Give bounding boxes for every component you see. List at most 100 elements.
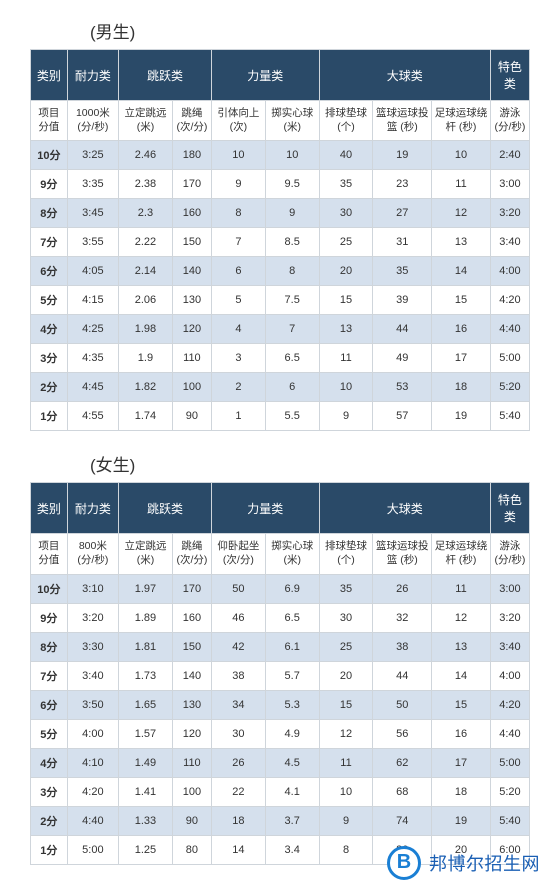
value-cell: 30 bbox=[319, 199, 373, 228]
value-cell: 11 bbox=[319, 344, 373, 373]
value-cell: 3:00 bbox=[490, 170, 529, 199]
value-cell: 4 bbox=[211, 315, 265, 344]
value-cell: 3:30 bbox=[67, 632, 118, 661]
value-cell: 15 bbox=[319, 690, 373, 719]
table-row: 7分3:552.2215078.52531133:40 bbox=[31, 228, 530, 257]
cat-strength: 力量类 bbox=[211, 483, 319, 534]
value-cell: 9 bbox=[319, 402, 373, 431]
value-cell: 4.9 bbox=[265, 719, 319, 748]
value-cell: 140 bbox=[172, 661, 211, 690]
table-row: 4分4:251.98120471344164:40 bbox=[31, 315, 530, 344]
sub-ball2: 篮球运球投篮 (秒) bbox=[373, 534, 432, 574]
value-cell: 49 bbox=[373, 344, 432, 373]
value-cell: 15 bbox=[319, 286, 373, 315]
value-cell: 6 bbox=[265, 373, 319, 402]
value-cell: 19 bbox=[432, 806, 491, 835]
score-cell: 2分 bbox=[31, 373, 68, 402]
value-cell: 1.25 bbox=[119, 835, 173, 864]
table-row: 3分4:201.41100224.11068185:20 bbox=[31, 777, 530, 806]
value-cell: 120 bbox=[172, 315, 211, 344]
value-cell: 4:05 bbox=[67, 257, 118, 286]
value-cell: 18 bbox=[432, 777, 491, 806]
value-cell: 2:40 bbox=[490, 141, 529, 170]
value-cell: 11 bbox=[432, 170, 491, 199]
sub-ball2: 篮球运球投篮 (秒) bbox=[373, 101, 432, 141]
value-cell: 26 bbox=[373, 574, 432, 603]
value-cell: 32 bbox=[373, 603, 432, 632]
value-cell: 13 bbox=[319, 315, 373, 344]
value-cell: 5.7 bbox=[265, 661, 319, 690]
value-cell: 1.98 bbox=[119, 315, 173, 344]
value-cell: 6.5 bbox=[265, 603, 319, 632]
value-cell: 1 bbox=[211, 402, 265, 431]
value-cell: 10 bbox=[211, 141, 265, 170]
score-cell: 4分 bbox=[31, 748, 68, 777]
value-cell: 8 bbox=[265, 257, 319, 286]
value-cell: 5:20 bbox=[490, 777, 529, 806]
table-row: 6分4:052.14140682035144:00 bbox=[31, 257, 530, 286]
value-cell: 6.5 bbox=[265, 344, 319, 373]
value-cell: 1.57 bbox=[119, 719, 173, 748]
female-table-title: (女生) bbox=[90, 451, 530, 476]
watermark-text: 邦博尔招生网 bbox=[429, 850, 540, 876]
value-cell: 1.49 bbox=[119, 748, 173, 777]
value-cell: 4:35 bbox=[67, 344, 118, 373]
value-cell: 44 bbox=[373, 661, 432, 690]
score-cell: 7分 bbox=[31, 661, 68, 690]
value-cell: 3:20 bbox=[490, 603, 529, 632]
value-cell: 1.81 bbox=[119, 632, 173, 661]
value-cell: 3:20 bbox=[490, 199, 529, 228]
category-header-row: 类别 耐力类 跳跃类 力量类 大球类 特色类 bbox=[31, 483, 530, 534]
value-cell: 3:40 bbox=[67, 661, 118, 690]
value-cell: 3:45 bbox=[67, 199, 118, 228]
table-row: 6分3:501.65130345.31550154:20 bbox=[31, 690, 530, 719]
sub-score: 项目 分值 bbox=[31, 101, 68, 141]
value-cell: 150 bbox=[172, 228, 211, 257]
female-subheader-row: 项目 分值 800米 (分/秒) 立定跳远 (米) 跳绳 (次/分) 仰卧起坐 … bbox=[31, 534, 530, 574]
sub-ball3: 足球运球绕杆 (秒) bbox=[432, 534, 491, 574]
value-cell: 44 bbox=[373, 315, 432, 344]
score-cell: 1分 bbox=[31, 835, 68, 864]
value-cell: 17 bbox=[432, 748, 491, 777]
score-cell: 9分 bbox=[31, 170, 68, 199]
value-cell: 30 bbox=[319, 603, 373, 632]
value-cell: 4:40 bbox=[67, 806, 118, 835]
cat-strength: 力量类 bbox=[211, 50, 319, 101]
score-cell: 5分 bbox=[31, 286, 68, 315]
value-cell: 130 bbox=[172, 286, 211, 315]
cat-score: 类别 bbox=[31, 483, 68, 534]
value-cell: 10 bbox=[265, 141, 319, 170]
value-cell: 9 bbox=[265, 199, 319, 228]
value-cell: 56 bbox=[373, 719, 432, 748]
sub-jump2: 跳绳 (次/分) bbox=[172, 101, 211, 141]
value-cell: 35 bbox=[319, 574, 373, 603]
value-cell: 6.1 bbox=[265, 632, 319, 661]
sub-jump2: 跳绳 (次/分) bbox=[172, 534, 211, 574]
sub-ball1: 排球垫球 (个) bbox=[319, 101, 373, 141]
value-cell: 110 bbox=[172, 748, 211, 777]
score-cell: 10分 bbox=[31, 141, 68, 170]
value-cell: 7.5 bbox=[265, 286, 319, 315]
cat-special: 特色类 bbox=[490, 483, 529, 534]
value-cell: 160 bbox=[172, 199, 211, 228]
value-cell: 1.89 bbox=[119, 603, 173, 632]
value-cell: 2.22 bbox=[119, 228, 173, 257]
female-score-table: 类别 耐力类 跳跃类 力量类 大球类 特色类 项目 分值 800米 (分/秒) … bbox=[30, 482, 530, 864]
value-cell: 4:20 bbox=[490, 286, 529, 315]
value-cell: 5:20 bbox=[490, 373, 529, 402]
value-cell: 5:40 bbox=[490, 806, 529, 835]
value-cell: 130 bbox=[172, 690, 211, 719]
sub-jump1: 立定跳远 (米) bbox=[119, 101, 173, 141]
value-cell: 3:55 bbox=[67, 228, 118, 257]
value-cell: 150 bbox=[172, 632, 211, 661]
value-cell: 3 bbox=[211, 344, 265, 373]
value-cell: 4:20 bbox=[67, 777, 118, 806]
value-cell: 1.74 bbox=[119, 402, 173, 431]
value-cell: 4.1 bbox=[265, 777, 319, 806]
score-cell: 8分 bbox=[31, 632, 68, 661]
value-cell: 110 bbox=[172, 344, 211, 373]
value-cell: 25 bbox=[319, 632, 373, 661]
cat-score: 类别 bbox=[31, 50, 68, 101]
value-cell: 14 bbox=[432, 661, 491, 690]
value-cell: 19 bbox=[373, 141, 432, 170]
